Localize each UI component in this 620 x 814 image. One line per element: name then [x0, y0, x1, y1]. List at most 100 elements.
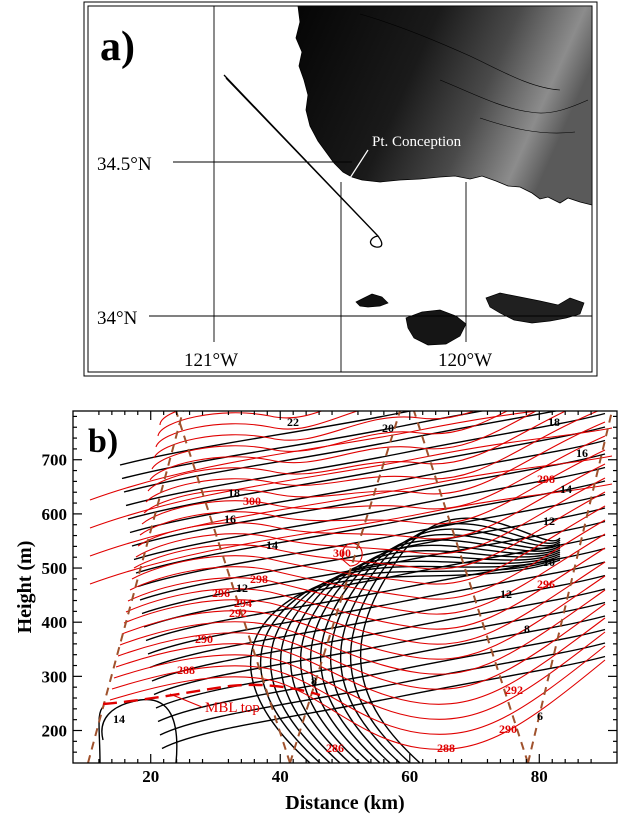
wind-speed-contours: [98, 411, 606, 763]
y-axis-title: Height (m): [14, 541, 36, 634]
theta-contour: [129, 519, 606, 600]
wind-contour-label: 16: [224, 512, 236, 526]
flight-leg: [413, 411, 529, 763]
y-tick-label: 600: [42, 505, 68, 524]
wind-contour: [269, 555, 561, 763]
wind-contour-label: 12: [500, 587, 512, 601]
wind-contour: [249, 559, 561, 763]
wind-contour: [279, 553, 561, 763]
theta-contour: [109, 659, 606, 750]
theta-contour-label: 288: [177, 663, 195, 677]
theta-contour-label: 294: [234, 596, 252, 610]
theta-contour-label: 290: [195, 632, 213, 646]
x-tick-label: 80: [531, 767, 548, 786]
wind-contour: [101, 698, 178, 763]
wind-contour-label: 14: [113, 712, 125, 726]
theta-contour: [131, 505, 606, 585]
theta-contour: [137, 463, 606, 547]
wind-contour: [121, 411, 486, 480]
lat-label-34: 34°N: [97, 308, 138, 329]
panel-b-chart: 22 20 18 18 16 16 14 14 12 12 10 8 8 6 14 12 300 300 298 29…: [14, 410, 618, 814]
theta-contour-label: 296: [212, 586, 230, 600]
theta-contour: [121, 575, 606, 660]
wind-contour-label: 10: [543, 555, 555, 569]
wind-contour: [127, 426, 606, 520]
theta-contour: [139, 449, 606, 536]
pt-conception-label: Pt. Conception: [372, 134, 462, 150]
panel-b-plot-area: 22 20 18 18 16 16 14 14 12 12 10 8 8 6 14 12 300 300 298 29…: [87, 411, 613, 763]
mbl-top-label: MBL top: [205, 700, 260, 716]
theta-contour: [157, 411, 324, 437]
theta-contour: [111, 645, 606, 735]
y-tick-label: 700: [42, 451, 68, 470]
wind-contour-label: 12: [236, 581, 248, 595]
theta-contour: [147, 411, 567, 492]
theta-contour-label: 292: [505, 683, 523, 697]
mbl-top-line: [102, 683, 321, 706]
wind-contour: [151, 588, 606, 682]
wind-contour: [349, 523, 561, 763]
wind-contour: [299, 549, 561, 763]
theta-contour-label: 298: [537, 472, 555, 486]
wind-contour: [309, 544, 561, 763]
theta-contour-label: 290: [499, 722, 517, 736]
terrain-contour: [359, 13, 561, 91]
panel-b-frame: [72, 410, 618, 764]
y-tick-label: 200: [42, 722, 68, 741]
mbl-top-pointer: [169, 693, 203, 708]
wind-contour: [147, 561, 606, 655]
y-tick-label: 400: [42, 613, 68, 632]
contour-labels: 22 20 18 18 16 16 14 14 12 12 10 8 8 6 14 12 300 300 298 29…: [113, 415, 588, 755]
wind-contour-label: 18: [228, 486, 240, 500]
wind-contour: [129, 439, 606, 534]
theta-contour: [89, 427, 613, 529]
wind-contour: [133, 466, 606, 561]
theta-contour: [149, 411, 538, 481]
theta-contours: [89, 411, 613, 750]
wind-contour: [155, 615, 606, 709]
theta-contour: [89, 483, 613, 585]
theta-contour: [127, 533, 606, 615]
panel-a-label: a): [100, 24, 135, 70]
panel-a-outer-frame: [83, 1, 598, 377]
theta-contour: [113, 631, 606, 720]
theta-contour-label: 288: [437, 741, 455, 755]
theta-contour: [145, 411, 600, 503]
panel-a-map: Pt. Conception a) 34.5°N 34°N 121°W 120°…: [83, 1, 598, 377]
theta-contour: [153, 411, 476, 459]
flight-leg: [527, 411, 613, 763]
x-tick-label: 40: [272, 767, 289, 786]
theta-contour: [89, 411, 541, 501]
island-san-miguel: [355, 293, 389, 308]
flight-leg: [175, 411, 291, 763]
wind-contour: [289, 551, 561, 763]
theta-contour-label: 296: [537, 577, 555, 591]
lon-label-121: 121°W: [184, 350, 238, 371]
x-tick-label: 20: [142, 767, 159, 786]
wind-contour: [161, 655, 606, 750]
flight-track: [223, 74, 383, 248]
axis-ticks: [73, 411, 617, 763]
wind-contour-label: 18: [548, 415, 560, 429]
theta-contour-label: 292: [229, 606, 247, 620]
pt-conception-pointer: [349, 149, 369, 179]
lat-label-34-5: 34.5°N: [97, 154, 152, 175]
x-tick-label: 60: [401, 767, 418, 786]
theta-contour: [133, 491, 606, 570]
theta-contour-label: 300: [243, 494, 261, 508]
x-axis-title: Distance (km): [285, 792, 404, 814]
theta-contour: [119, 589, 606, 675]
terrain-contour: [439, 79, 589, 114]
theta-contour-label: 300: [333, 546, 351, 560]
y-tick-label: 300: [42, 667, 68, 686]
wind-contour-label: 6: [537, 709, 543, 723]
wind-contour: [131, 453, 606, 547]
mainland-coast: [295, 5, 593, 206]
theta-contour-label: 286: [326, 741, 344, 755]
island-santa-cruz: [485, 292, 585, 324]
wind-contour: [149, 574, 606, 669]
panel-b-label: b): [88, 423, 118, 460]
island-santa-rosa: [405, 309, 467, 346]
wind-contour: [319, 539, 561, 763]
wind-contour-label: 16: [576, 446, 588, 460]
